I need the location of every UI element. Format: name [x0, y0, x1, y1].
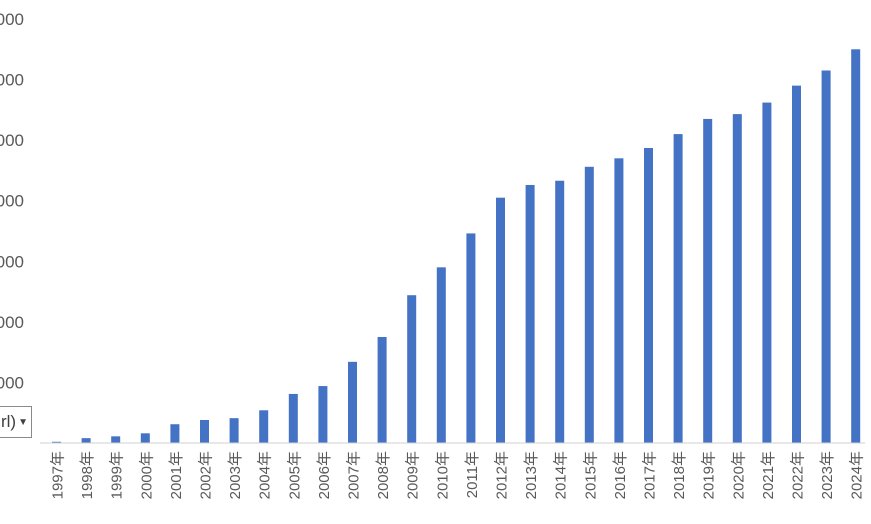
y-tick-label: 000: [0, 313, 24, 332]
bar-2002年: [200, 419, 209, 443]
y-tick-label: 000: [0, 192, 24, 211]
paste-options-button[interactable]: rl) ▼: [0, 406, 32, 438]
bar-1997年: [52, 441, 61, 443]
bar-1998年: [81, 438, 91, 443]
x-tick-label: 2019年: [701, 451, 718, 499]
x-tick-label: 2007年: [346, 451, 363, 499]
x-tick-label: 1999年: [109, 451, 126, 499]
bar-2007年: [348, 361, 357, 443]
x-tick-label: 2008年: [375, 451, 392, 499]
x-tick-label: 2010年: [434, 451, 451, 499]
x-tick-label: 2023年: [819, 451, 836, 499]
x-tick-label: 2003年: [227, 451, 244, 499]
chevron-down-icon: ▼: [18, 416, 28, 428]
bar-2009年: [407, 295, 417, 443]
x-tick-label: 2020年: [730, 451, 747, 499]
x-tick-label: 2024年: [849, 451, 866, 499]
y-tick-label: 000: [0, 10, 24, 29]
bar-2005年: [288, 393, 298, 443]
paste-options-label: rl): [0, 412, 17, 431]
bar-2001年: [170, 424, 180, 443]
bar-2012年: [496, 197, 505, 443]
x-tick-label: 1997年: [50, 451, 67, 499]
bar-2020年: [732, 114, 742, 443]
bar-2021年: [762, 102, 772, 443]
bar-2010年: [436, 267, 446, 443]
x-tick-label: 2000年: [138, 451, 155, 499]
bar-2003年: [229, 418, 239, 443]
bar-2015年: [584, 166, 594, 444]
bar-2022年: [792, 85, 801, 443]
x-tick-label: 2002年: [198, 451, 215, 499]
bar-1999年: [111, 436, 121, 443]
y-tick-labels: 000 000 000 000 000 000 000: [0, 10, 24, 392]
x-tick-label: 2016年: [612, 451, 629, 499]
y-tick-label: 000: [0, 373, 24, 392]
x-tick-label: 1998年: [79, 451, 96, 499]
x-tick-label: 2004年: [257, 451, 274, 499]
x-tick-label: 2014年: [553, 451, 570, 499]
x-tick-label: 2009年: [405, 451, 422, 499]
x-tick-label: 2013年: [523, 451, 540, 499]
bar-2011年: [466, 233, 476, 443]
x-tick-label: 2021年: [760, 451, 777, 499]
bar-2004年: [259, 410, 269, 443]
bars-layer: [52, 49, 861, 444]
x-tick-labels: 1997年 1998年 1999年 2000年 2001年 2002年 2003年 2004年…: [50, 451, 866, 499]
bar-2013年: [525, 184, 535, 443]
x-tick-label: 2005年: [286, 451, 303, 499]
y-tick-label: 000: [0, 131, 24, 150]
bar-2006年: [318, 386, 328, 443]
bar-2018年: [673, 134, 683, 443]
x-tick-label: 2011年: [464, 451, 481, 498]
bar-2024年: [851, 49, 861, 443]
x-tick-label: 2018年: [671, 451, 688, 499]
bar-2016年: [614, 158, 624, 443]
x-tick-label: 2012年: [494, 451, 511, 499]
bar-2000年: [140, 433, 150, 443]
x-tick-label: 2001年: [168, 451, 185, 499]
bar-2008年: [377, 337, 387, 443]
x-tick-label: 2006年: [316, 451, 333, 499]
y-tick-label: 000: [0, 252, 24, 271]
y-tick-label: 000: [0, 71, 24, 90]
x-tick-label: 2022年: [790, 451, 807, 499]
bar-2014年: [555, 180, 565, 444]
bar-2019年: [703, 118, 713, 443]
x-tick-label: 2015年: [582, 451, 599, 499]
x-tick-label: 2017年: [642, 451, 659, 499]
bar-2023年: [821, 70, 831, 444]
bar-2017年: [644, 148, 653, 443]
